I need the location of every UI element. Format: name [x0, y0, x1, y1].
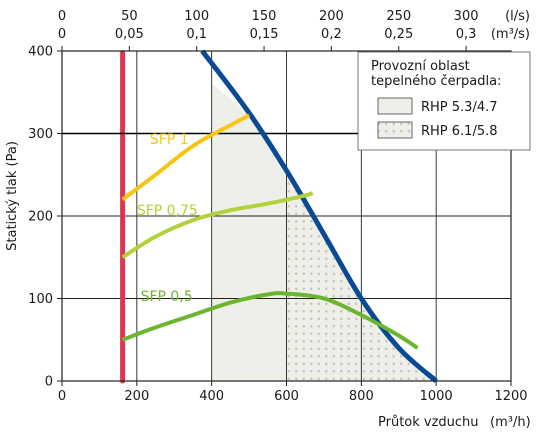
- sfp-0-75-curve: [121, 190, 314, 259]
- legend-title-line1: Provozní oblast: [371, 59, 470, 74]
- top-axis-unit-ls: (l/s): [505, 9, 530, 24]
- legend-swatch-rhp53: [377, 97, 413, 115]
- top-tick-label-m3s: 0,2: [321, 27, 342, 42]
- y-tick-label: 0: [45, 375, 53, 390]
- top-tick-label-ls: 150: [252, 9, 277, 24]
- x-tick-label: 1000: [420, 389, 453, 404]
- x-tick-label: 400: [199, 389, 224, 404]
- x-tick-label: 600: [274, 389, 299, 404]
- x-tick-label: 0: [58, 389, 66, 404]
- legend: Provozní oblast tepelného čerpadla: RHP …: [357, 51, 531, 151]
- max-pressure-curve: [200, 49, 438, 383]
- area-rhp-6-1: [286, 170, 437, 381]
- area-rhp-5-3: [211, 84, 437, 381]
- legend-title-line2: tepelného čerpadla:: [371, 74, 501, 89]
- curve-label: SFP 0,5: [141, 289, 193, 305]
- series-lines: [62, 49, 438, 384]
- legend-label-rhp61: RHP 6.1/5.8: [421, 124, 498, 139]
- top-axis-unit-m3s: (m³/s): [491, 27, 530, 42]
- x-tick-label: 800: [349, 389, 374, 404]
- sfp-0-5-curve: [121, 291, 419, 350]
- top-tick-label-ls: 200: [319, 9, 344, 24]
- top-tick-label-m3s: 0,3: [456, 27, 477, 42]
- legend-label-rhp53: RHP 5.3/4.7: [421, 100, 498, 115]
- x-axis-unit: (m³/h): [490, 415, 531, 430]
- curve-labels: SFP 1 SFP 0,75 SFP 0,5: [137, 132, 198, 305]
- y-tick-label: 400: [28, 45, 53, 60]
- x-tick-label: 200: [124, 389, 149, 404]
- top-tick-label-m3s: 0,05: [115, 27, 144, 42]
- top-tick-label-m3s: 0,15: [250, 27, 279, 42]
- y-tick-label: 200: [28, 210, 53, 225]
- y-tick-label: 100: [28, 292, 53, 307]
- sfp-1-curve: [121, 113, 251, 202]
- curve-label: SFP 0,75: [137, 203, 198, 219]
- top-tick-label-m3s: 0: [58, 27, 66, 42]
- curve-label: SFP 1: [150, 132, 189, 148]
- y-tick-label: 300: [28, 127, 53, 142]
- top-tick-label-m3s: 0,25: [384, 27, 413, 42]
- x-tick-label: 1200: [494, 389, 527, 404]
- x-axis-label: Průtok vzduchu: [378, 415, 479, 430]
- top-tick-label-ls: 300: [454, 9, 479, 24]
- top-tick-label-ls: 250: [386, 9, 411, 24]
- top-tick-label-m3s: 0,1: [186, 27, 207, 42]
- top-tick-label-ls: 0: [58, 9, 66, 24]
- top-tick-label-ls: 50: [121, 9, 138, 24]
- top-tick-label-ls: 100: [184, 9, 209, 24]
- y-axis-label: Statický tlak (Pa): [5, 141, 20, 251]
- operating-areas: [211, 84, 437, 381]
- legend-swatch-rhp61: [377, 121, 413, 139]
